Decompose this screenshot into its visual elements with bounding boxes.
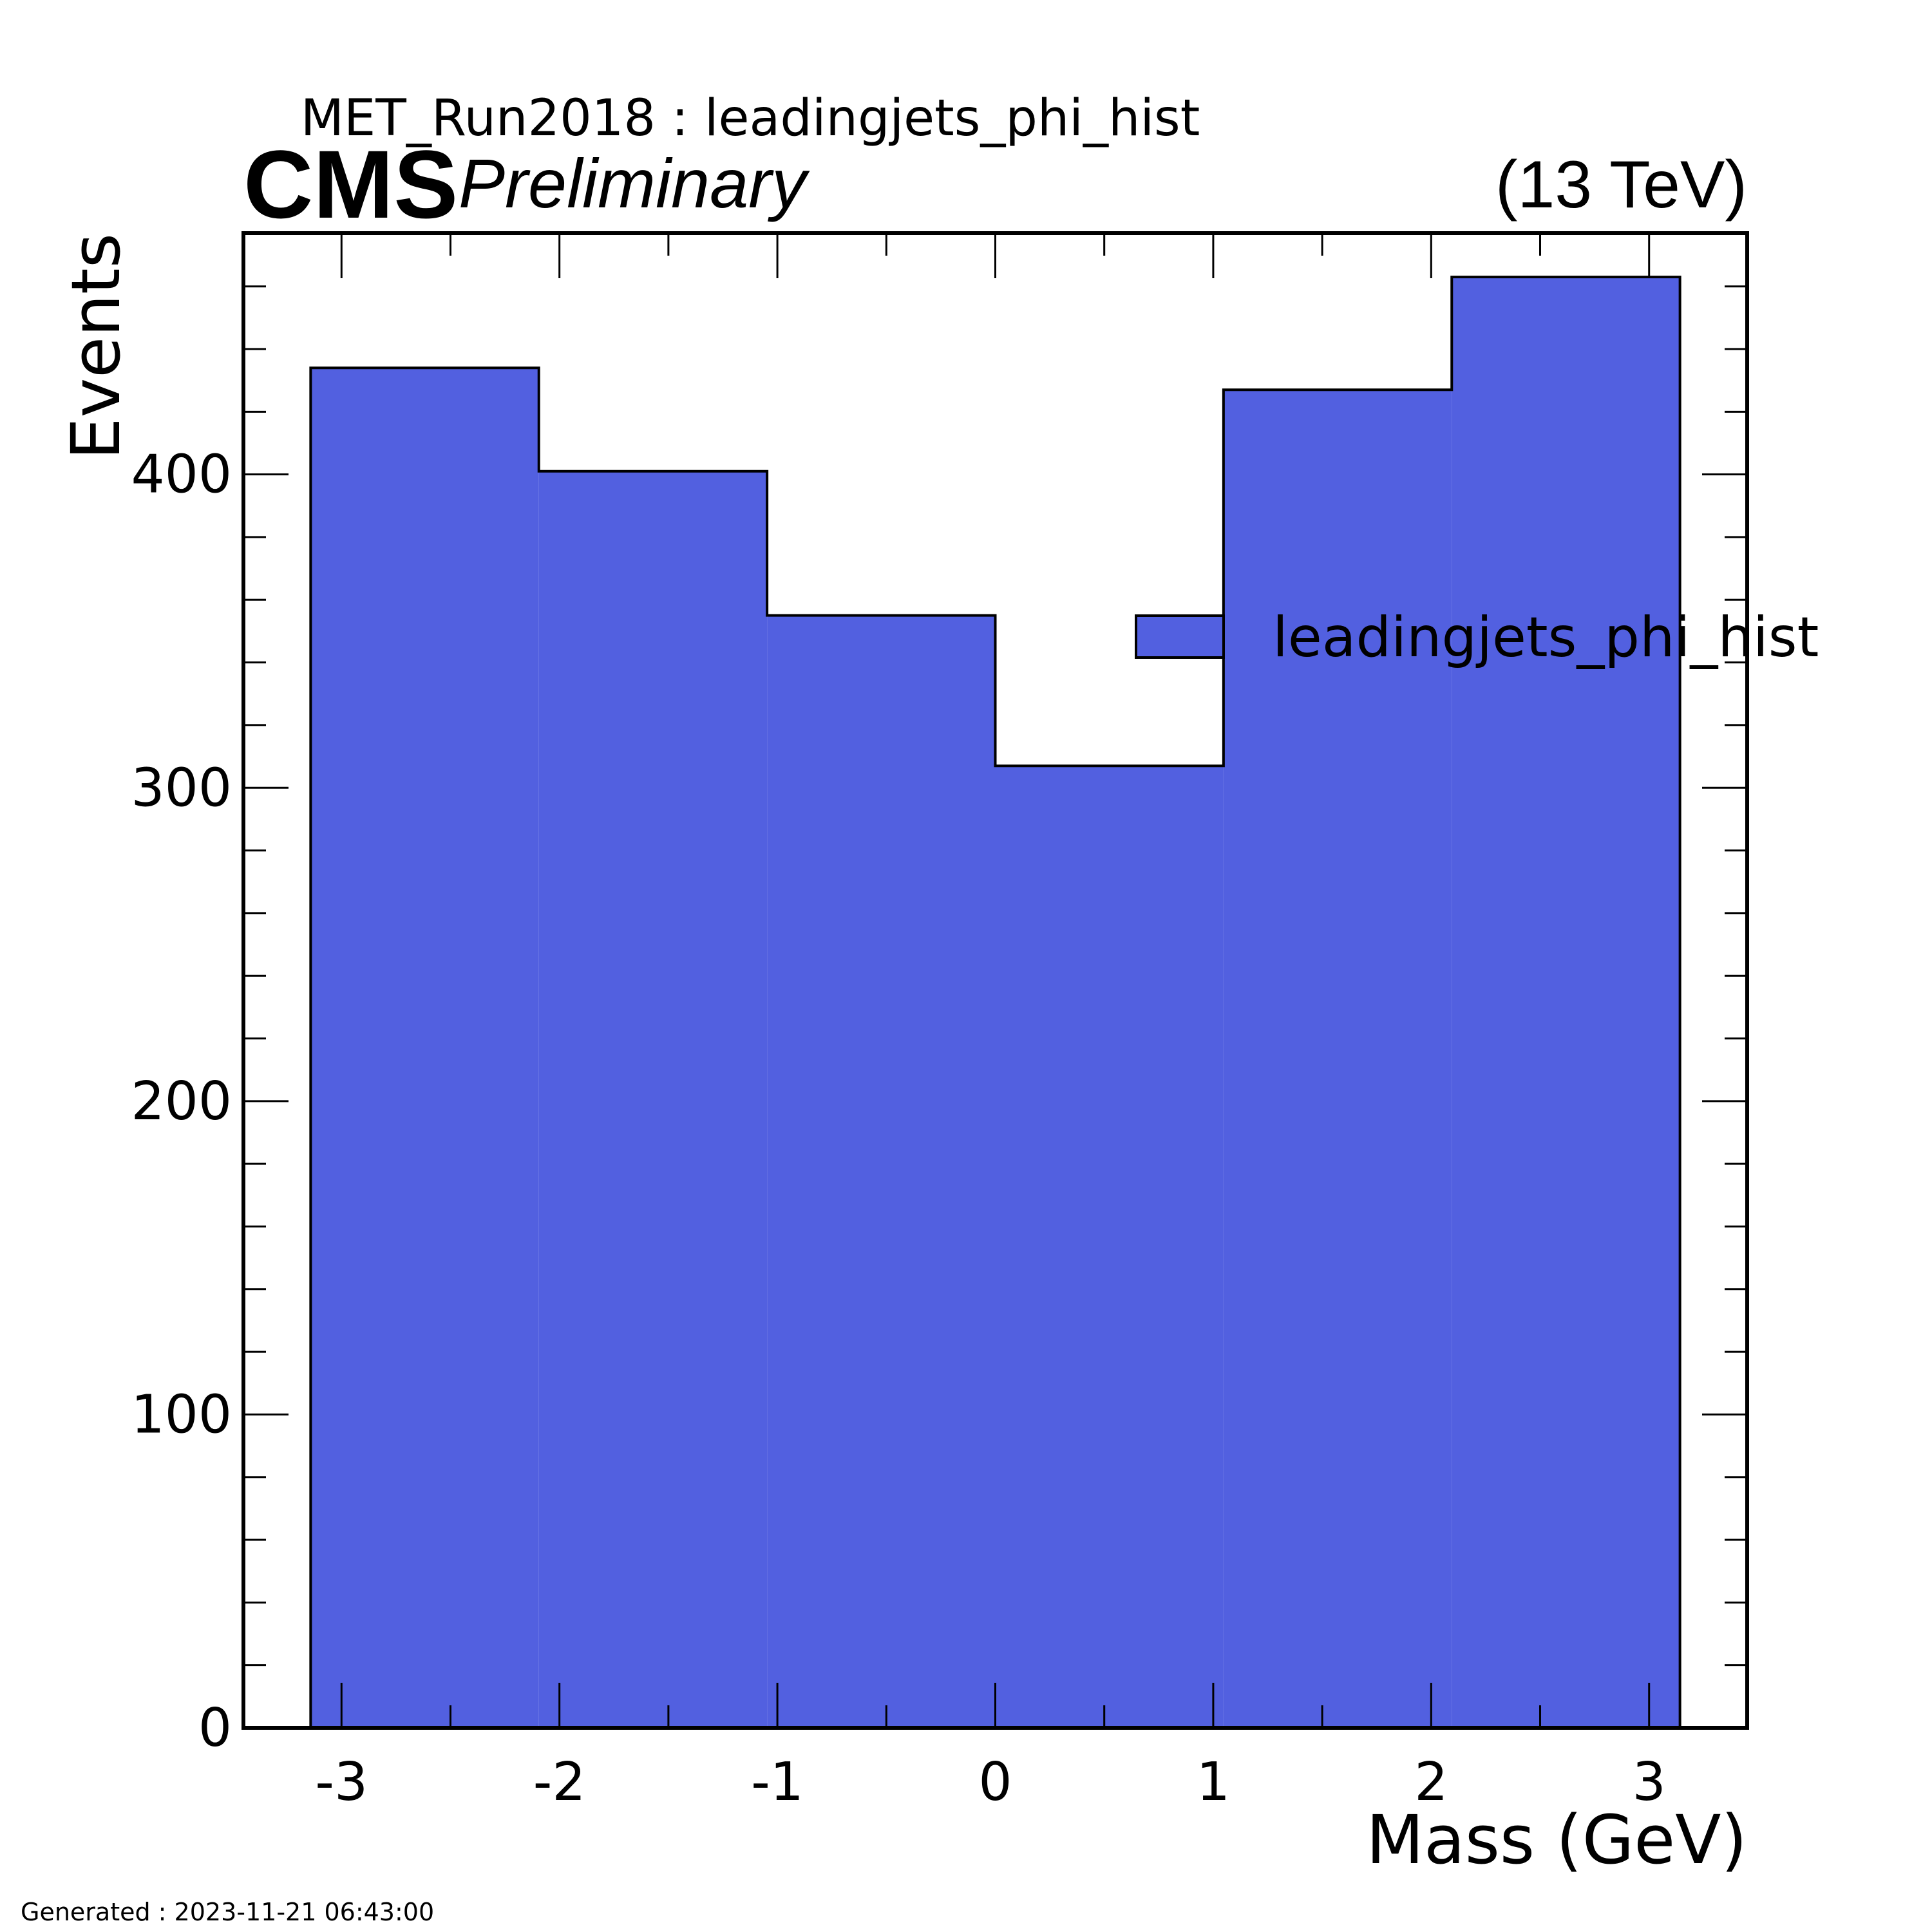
axis-ticks bbox=[243, 233, 1747, 1729]
y-tick-label: 200 bbox=[131, 1071, 232, 1132]
axis-tick-labels: -3 -2 -1 0 1 2 3 0 100 200 300 400 bbox=[131, 444, 1665, 1813]
x-tick-label: 2 bbox=[1414, 1752, 1448, 1813]
x-axis-label: Mass (GeV) bbox=[1366, 1801, 1747, 1879]
generated-timestamp: Generated : 2023-11-21 06:43:00 bbox=[21, 1898, 434, 1926]
histogram-bar bbox=[767, 615, 996, 1728]
x-tick-label: 1 bbox=[1197, 1752, 1230, 1813]
x-tick-label: -2 bbox=[533, 1752, 586, 1813]
histogram-bar bbox=[995, 766, 1224, 1728]
y-tick-label: 400 bbox=[131, 444, 232, 506]
histogram-bar bbox=[1223, 390, 1452, 1728]
y-tick-label: 100 bbox=[131, 1384, 232, 1445]
preliminary-label: Preliminary bbox=[459, 144, 810, 222]
legend: leadingjets_phi_hist bbox=[1135, 605, 1819, 670]
y-axis-label: Events bbox=[57, 233, 135, 460]
legend-label: leadingjets_phi_hist bbox=[1273, 605, 1819, 670]
legend-swatch bbox=[1135, 614, 1225, 659]
y-tick-label: 300 bbox=[131, 757, 232, 819]
histogram-outline bbox=[309, 276, 1681, 1728]
energy-label: (13 TeV) bbox=[1495, 147, 1747, 222]
cms-label: CMS bbox=[243, 130, 458, 238]
y-tick-label: 0 bbox=[198, 1698, 232, 1759]
x-tick-label: -1 bbox=[751, 1752, 804, 1813]
histogram-bar bbox=[1452, 277, 1680, 1728]
histogram-bar bbox=[310, 368, 539, 1728]
histogram-bars bbox=[309, 276, 1681, 1728]
x-tick-label: -3 bbox=[315, 1752, 368, 1813]
x-tick-label: 3 bbox=[1633, 1752, 1666, 1813]
chart-title: MET_Run2018 : leadingjets_phi_hist bbox=[301, 90, 1200, 147]
x-tick-label: 0 bbox=[978, 1752, 1012, 1813]
histogram-bar bbox=[538, 471, 768, 1728]
